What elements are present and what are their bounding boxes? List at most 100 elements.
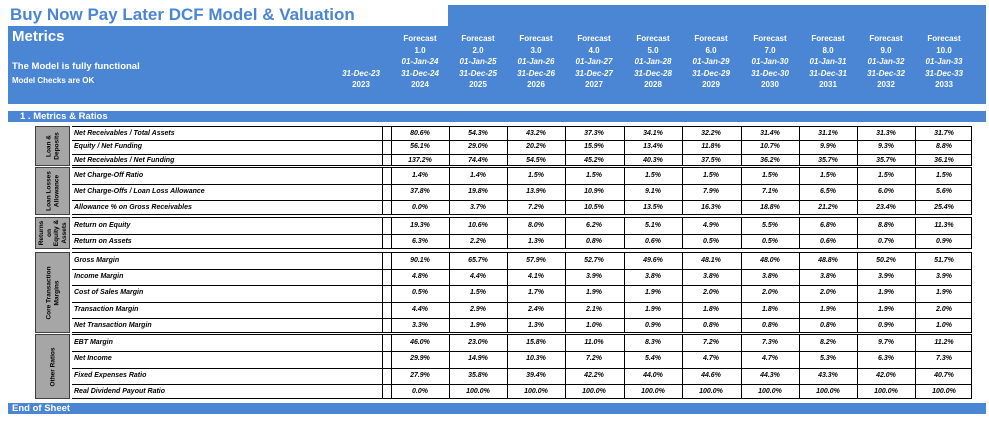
value-cell[interactable]: 1.7% xyxy=(528,289,544,297)
value-cell[interactable]: 15.9% xyxy=(584,143,604,151)
value-cell[interactable]: 48.1% xyxy=(701,257,721,264)
value-cell[interactable]: 44.0% xyxy=(643,371,663,379)
value-cell[interactable]: 1.5% xyxy=(586,172,602,179)
value-cell[interactable]: 11.0% xyxy=(584,339,604,346)
value-cell[interactable]: 37.8% xyxy=(410,188,430,195)
value-cell[interactable]: 35.8% xyxy=(468,371,488,379)
value-cell[interactable]: 137.2% xyxy=(408,156,432,164)
value-cell[interactable]: 1.5% xyxy=(528,172,544,179)
value-cell[interactable]: 6.3% xyxy=(412,238,428,245)
value-cell[interactable]: 100.0% xyxy=(699,387,723,395)
value-cell[interactable]: 31.3% xyxy=(876,130,896,137)
value-cell[interactable]: 4.9% xyxy=(703,222,719,229)
value-cell[interactable]: 3.9% xyxy=(586,273,602,281)
value-cell[interactable]: 56.1% xyxy=(410,143,430,151)
value-cell[interactable]: 49.6% xyxy=(643,257,663,264)
value-cell[interactable]: 2.0% xyxy=(703,289,719,297)
value-cell[interactable]: 52.7% xyxy=(584,257,604,264)
value-cell[interactable]: 1.9% xyxy=(878,289,894,297)
value-cell[interactable]: 100.0% xyxy=(582,387,606,395)
value-cell[interactable]: 2.0% xyxy=(820,289,836,297)
value-cell[interactable]: 74.4% xyxy=(468,156,488,164)
value-cell[interactable]: 13.4% xyxy=(643,143,663,151)
value-cell[interactable]: 0.6% xyxy=(820,238,836,245)
value-cell[interactable]: 2.4% xyxy=(528,305,544,313)
value-cell[interactable]: 0.6% xyxy=(645,238,661,245)
value-cell[interactable]: 0.8% xyxy=(762,321,778,329)
value-cell[interactable]: 9.3% xyxy=(878,143,894,151)
value-cell[interactable]: 1.3% xyxy=(528,321,544,329)
value-cell[interactable]: 8.2% xyxy=(820,339,836,346)
value-cell[interactable]: 9.7% xyxy=(878,339,894,346)
value-cell[interactable]: 6.2% xyxy=(586,222,602,229)
value-cell[interactable]: 23.0% xyxy=(468,339,488,346)
value-cell[interactable]: 13.9% xyxy=(526,188,546,195)
value-cell[interactable]: 45.2% xyxy=(584,156,604,164)
value-cell[interactable]: 29.9% xyxy=(410,355,430,363)
value-cell[interactable]: 11.3% xyxy=(934,222,954,229)
value-cell[interactable]: 34.1% xyxy=(643,130,663,137)
value-cell[interactable]: 8.8% xyxy=(878,222,894,229)
value-cell[interactable]: 3.8% xyxy=(703,273,719,281)
value-cell[interactable]: 7.2% xyxy=(528,204,544,211)
value-cell[interactable]: 4.8% xyxy=(412,273,428,281)
value-cell[interactable]: 31.1% xyxy=(818,130,838,137)
value-cell[interactable]: 0.0% xyxy=(412,204,428,211)
value-cell[interactable]: 10.3% xyxy=(526,355,546,363)
value-cell[interactable]: 44.3% xyxy=(760,371,780,379)
value-cell[interactable]: 1.9% xyxy=(878,305,894,313)
value-cell[interactable]: 18.8% xyxy=(760,204,780,211)
value-cell[interactable]: 0.5% xyxy=(412,289,428,297)
value-cell[interactable]: 9.9% xyxy=(820,143,836,151)
value-cell[interactable]: 5.6% xyxy=(936,188,952,195)
value-cell[interactable]: 1.5% xyxy=(703,172,719,179)
value-cell[interactable]: 6.5% xyxy=(820,188,836,195)
value-cell[interactable]: 100.0% xyxy=(874,387,898,395)
value-cell[interactable]: 1.9% xyxy=(936,289,952,297)
value-cell[interactable]: 57.9% xyxy=(526,257,546,264)
value-cell[interactable]: 48.8% xyxy=(818,257,838,264)
value-cell[interactable]: 1.4% xyxy=(470,172,486,179)
value-cell[interactable]: 2.9% xyxy=(470,305,486,313)
value-cell[interactable]: 100.0% xyxy=(466,387,490,395)
value-cell[interactable]: 1.8% xyxy=(703,305,719,313)
value-cell[interactable]: 36.1% xyxy=(934,156,954,164)
value-cell[interactable]: 4.7% xyxy=(703,355,719,363)
value-cell[interactable]: 1.9% xyxy=(645,289,661,297)
value-cell[interactable]: 11.8% xyxy=(701,143,721,151)
value-cell[interactable]: 7.3% xyxy=(936,355,952,363)
value-cell[interactable]: 27.9% xyxy=(410,371,430,379)
value-cell[interactable]: 31.4% xyxy=(760,130,780,137)
value-cell[interactable]: 0.8% xyxy=(820,321,836,329)
value-cell[interactable]: 44.6% xyxy=(701,371,721,379)
value-cell[interactable]: 9.1% xyxy=(645,188,661,195)
value-cell[interactable]: 7.1% xyxy=(762,188,778,195)
value-cell[interactable]: 100.0% xyxy=(641,387,665,395)
value-cell[interactable]: 19.8% xyxy=(468,188,488,195)
value-cell[interactable]: 35.7% xyxy=(876,156,896,164)
value-cell[interactable]: 0.8% xyxy=(586,238,602,245)
value-cell[interactable]: 1.9% xyxy=(470,321,486,329)
value-cell[interactable]: 37.5% xyxy=(701,156,721,164)
value-cell[interactable]: 3.9% xyxy=(936,273,952,281)
value-cell[interactable]: 100.0% xyxy=(524,387,548,395)
value-cell[interactable]: 1.0% xyxy=(586,321,602,329)
value-cell[interactable]: 3.8% xyxy=(820,273,836,281)
value-cell[interactable]: 3.3% xyxy=(412,321,428,329)
value-cell[interactable]: 40.3% xyxy=(643,156,663,164)
value-cell[interactable]: 5.1% xyxy=(645,222,661,229)
value-cell[interactable]: 6.0% xyxy=(878,188,894,195)
value-cell[interactable]: 5.5% xyxy=(762,222,778,229)
value-cell[interactable]: 2.0% xyxy=(936,305,952,313)
value-cell[interactable]: 4.7% xyxy=(762,355,778,363)
value-cell[interactable]: 1.5% xyxy=(878,172,894,179)
value-cell[interactable]: 8.3% xyxy=(645,339,661,346)
value-cell[interactable]: 8.8% xyxy=(936,143,952,151)
value-cell[interactable]: 3.9% xyxy=(878,273,894,281)
value-cell[interactable]: 1.5% xyxy=(645,172,661,179)
value-cell[interactable]: 100.0% xyxy=(932,387,956,395)
value-cell[interactable]: 7.3% xyxy=(762,339,778,346)
value-cell[interactable]: 11.2% xyxy=(934,339,954,346)
value-cell[interactable]: 1.5% xyxy=(936,172,952,179)
value-cell[interactable]: 80.6% xyxy=(410,130,430,137)
